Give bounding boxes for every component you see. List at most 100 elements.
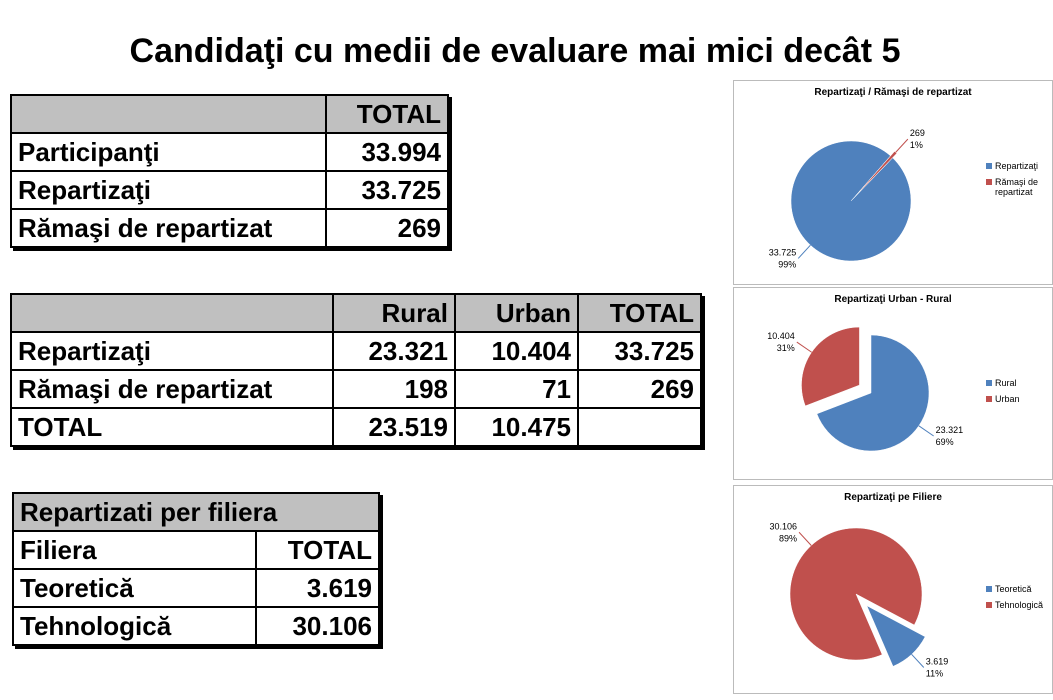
column-header: Rural	[332, 293, 456, 333]
percent-label: 11%	[926, 669, 943, 679]
cell-value: 198	[332, 369, 456, 409]
legend-label: Rural	[995, 378, 1017, 388]
chart-title: Repartizaţi pe Filiere	[844, 492, 942, 503]
legend-swatch	[986, 163, 992, 169]
percent-label: 99%	[778, 259, 796, 269]
row-label: Rămaşi de repartizat	[10, 369, 334, 409]
chart-title: Repartizaţi / Rămaşi de repartizat	[814, 87, 972, 98]
column-header: Urban	[454, 293, 579, 333]
percent-label: 1%	[910, 140, 923, 150]
table-title: Repartizati per filiera	[12, 492, 380, 532]
row-label: TOTAL	[10, 407, 334, 447]
legend-label: Teoretică	[995, 584, 1032, 594]
leader-line	[798, 531, 812, 546]
legend: Repartizaţi Rămaşi de repartizat	[986, 161, 1052, 203]
legend: Rural Urban	[986, 378, 1052, 410]
legend-swatch	[986, 586, 992, 592]
leader-line	[918, 425, 934, 437]
table-row: Teoretică 3.619	[12, 568, 380, 608]
data-table: Rural Urban TOTAL Repartizaţi 23.321 10.404 33…	[10, 293, 702, 447]
column-header: Filiera	[12, 530, 257, 570]
column-header: TOTAL	[577, 293, 702, 333]
legend-label: Urban	[995, 394, 1020, 404]
pie-slice	[854, 151, 898, 197]
data-table: TOTAL Participanţi 33.994 Repartizaţi 33.725…	[10, 94, 449, 248]
pie-slice	[801, 326, 860, 407]
legend-label: Rămaşi de repartizat	[995, 177, 1039, 197]
legend-swatch	[986, 179, 992, 185]
leader-line	[911, 653, 925, 668]
pie-chart: 3.619 11% 30.106 89%	[770, 521, 949, 679]
legend-item: Urban	[986, 394, 1052, 404]
legend-item: Tehnologică	[986, 600, 1052, 610]
row-label: Participanţi	[10, 132, 327, 172]
cell-value: 269	[325, 208, 449, 248]
percent-label: 89%	[779, 533, 797, 543]
table-row: Rămaşi de repartizat 269	[10, 208, 449, 248]
value-label: 3.619	[926, 657, 949, 667]
pie-slice	[790, 140, 912, 262]
table-row: Repartizaţi 23.321 10.404 33.725	[10, 331, 702, 371]
legend-item: Teoretică	[986, 584, 1052, 594]
percent-label: 31%	[777, 343, 795, 353]
table-title-row: Repartizati per filiera	[12, 492, 380, 532]
cell-value: 33.725	[325, 170, 449, 210]
cell-value: 269	[577, 369, 702, 409]
row-label: Rămaşi de repartizat	[10, 208, 327, 248]
page-title: Candidaţi cu medii de evaluare mai mici …	[129, 32, 901, 70]
value-label: 269	[910, 128, 925, 138]
data-table: Repartizati per filiera Filiera TOTAL Teore…	[12, 492, 380, 646]
pie-chart: 33.725 99% 269 1%	[769, 128, 925, 269]
header-row: Rural Urban TOTAL	[10, 293, 702, 333]
column-header: TOTAL	[325, 94, 449, 134]
row-label: Teoretică	[12, 568, 257, 608]
leader-line	[796, 341, 812, 353]
table-row: Participanţi 33.994	[10, 132, 449, 172]
column-header: TOTAL	[255, 530, 380, 570]
pie-chart: 23.321 69% 10.404 31%	[767, 326, 964, 452]
cell-value: 23.321	[332, 331, 456, 371]
percent-label: 69%	[936, 437, 954, 447]
value-label: 10.404	[767, 331, 795, 341]
legend: Teoretică Tehnologică	[986, 584, 1052, 616]
value-label: 33.725	[769, 247, 797, 257]
row-label: Repartizaţi	[10, 170, 327, 210]
legend-swatch	[986, 602, 992, 608]
row-label: Repartizaţi	[10, 331, 334, 371]
table-row: TOTAL 23.519 10.475	[10, 407, 702, 447]
chart-title: Repartizaţi Urban - Rural	[834, 294, 952, 305]
legend-item: Rural	[986, 378, 1052, 388]
cell-value: 10.475	[454, 407, 579, 447]
value-label: 30.106	[770, 521, 798, 531]
chart-box: 3.619 11% 30.106 89% Teoretică Tehnologică Rep…	[733, 485, 1053, 694]
table-row: Repartizaţi 33.725	[10, 170, 449, 210]
row-label: Tehnologică	[12, 606, 257, 646]
legend-item: Rămaşi de repartizat	[986, 177, 1052, 197]
legend-label: Repartizaţi	[995, 161, 1039, 171]
legend-label: Tehnologică	[995, 600, 1044, 610]
cell-value: 3.619	[255, 568, 380, 608]
cell-value: 33.725	[577, 331, 702, 371]
cell-value: 71	[454, 369, 579, 409]
cell-value: 30.106	[255, 606, 380, 646]
legend-swatch	[986, 396, 992, 402]
header-row: TOTAL	[10, 94, 449, 134]
cell-value: 10.404	[454, 331, 579, 371]
cell-value: 33.994	[325, 132, 449, 172]
legend-item: Repartizaţi	[986, 161, 1052, 171]
table-row: Tehnologică 30.106	[12, 606, 380, 646]
cell-value: 23.519	[332, 407, 456, 447]
leader-line	[797, 244, 811, 259]
empty-cell	[577, 407, 702, 447]
leader-line	[895, 138, 909, 153]
chart-box: 33.725 99% 269 1% Repartizaţi Rămaşi de repar…	[733, 80, 1053, 285]
legend-swatch	[986, 380, 992, 386]
header-corner	[10, 293, 334, 333]
header-corner	[10, 94, 327, 134]
header-row: Filiera TOTAL	[12, 530, 380, 570]
table-row: Rămaşi de repartizat 198 71 269	[10, 369, 702, 409]
pie-slice	[866, 605, 926, 667]
value-label: 23.321	[936, 425, 964, 435]
pie-slice	[789, 527, 923, 661]
